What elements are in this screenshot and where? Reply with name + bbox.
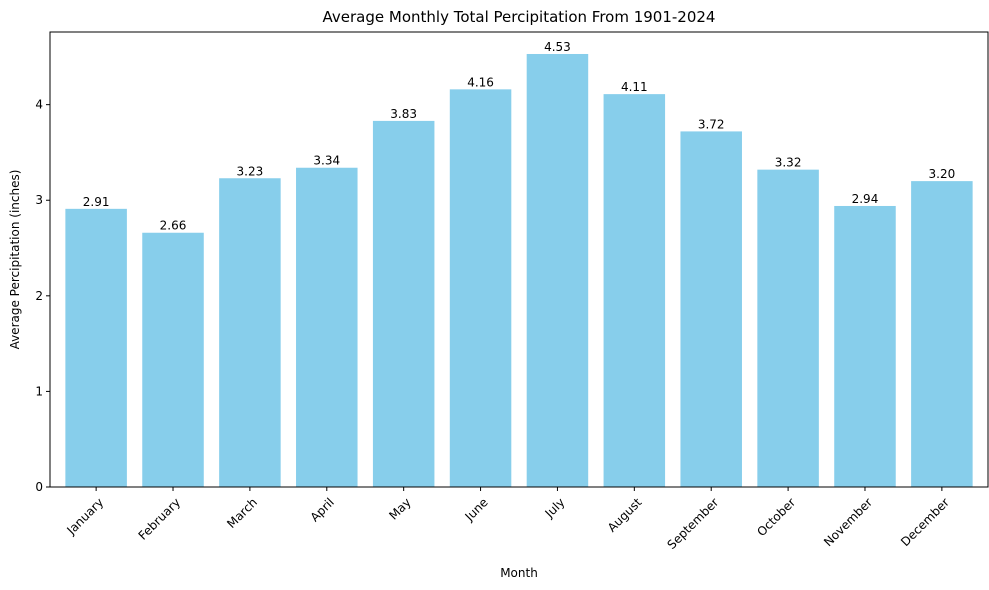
- value-label-may: 3.83: [390, 107, 417, 121]
- bar-march: [219, 178, 281, 487]
- value-label-november: 2.94: [852, 192, 879, 206]
- y-tick-label: 3: [35, 193, 43, 207]
- bar-april: [296, 167, 358, 488]
- value-label-january: 2.91: [83, 195, 110, 209]
- chart-title: Average Monthly Total Percipitation From…: [323, 8, 716, 26]
- value-label-march: 3.23: [237, 164, 264, 178]
- value-label-june: 4.16: [467, 75, 494, 89]
- y-tick-label: 4: [35, 98, 43, 112]
- value-label-february: 2.66: [160, 219, 187, 233]
- bar-july: [526, 53, 589, 488]
- x-tick-label-september: September: [665, 495, 722, 552]
- x-tick-label-june: June: [462, 495, 491, 524]
- y-axis-ticks: 0 1 2 3 4: [35, 98, 50, 494]
- x-tick-label-march: March: [224, 495, 260, 531]
- x-tick-label-july: July: [542, 495, 568, 521]
- x-tick-label-december: December: [898, 495, 952, 549]
- x-tick-label-april: April: [308, 495, 337, 524]
- x-tick-label-october: October: [754, 495, 798, 539]
- bar-january: [65, 208, 127, 487]
- value-labels-layer: 2.91 2.66 3.23 3.34 3.83 4.16 4.53 4.11 3.72 3.32…: [83, 40, 955, 233]
- x-axis-label: Month: [500, 566, 538, 580]
- x-tick-label-november: November: [821, 495, 875, 549]
- value-label-august: 4.11: [621, 80, 648, 94]
- value-label-september: 3.72: [698, 117, 725, 131]
- x-tick-label-may: May: [386, 495, 413, 522]
- bar-august: [603, 94, 666, 487]
- y-axis-label: Average Percipitation (inches): [8, 170, 22, 350]
- plot-frame: [49, 31, 989, 488]
- x-tick-label-august: August: [605, 495, 645, 535]
- y-tick-label: 1: [35, 384, 43, 398]
- bars-layer: [65, 53, 973, 488]
- x-tick-label-february: February: [136, 495, 184, 543]
- value-label-december: 3.20: [929, 167, 956, 181]
- bar-february: [142, 232, 204, 487]
- bar-november: [834, 205, 896, 487]
- x-axis-ticks: January February March April May June July Augu…: [63, 487, 952, 552]
- bar-september: [680, 131, 742, 487]
- bar-october: [757, 169, 819, 487]
- x-tick-label-january: January: [63, 495, 106, 538]
- bar-may: [372, 120, 435, 488]
- bar-december: [911, 181, 973, 487]
- y-tick-label: 2: [35, 289, 43, 303]
- value-label-july: 4.53: [544, 40, 571, 54]
- y-tick-label: 0: [35, 480, 43, 494]
- value-label-april: 3.34: [313, 154, 340, 168]
- bar-june: [449, 89, 512, 487]
- value-label-october: 3.32: [775, 156, 802, 170]
